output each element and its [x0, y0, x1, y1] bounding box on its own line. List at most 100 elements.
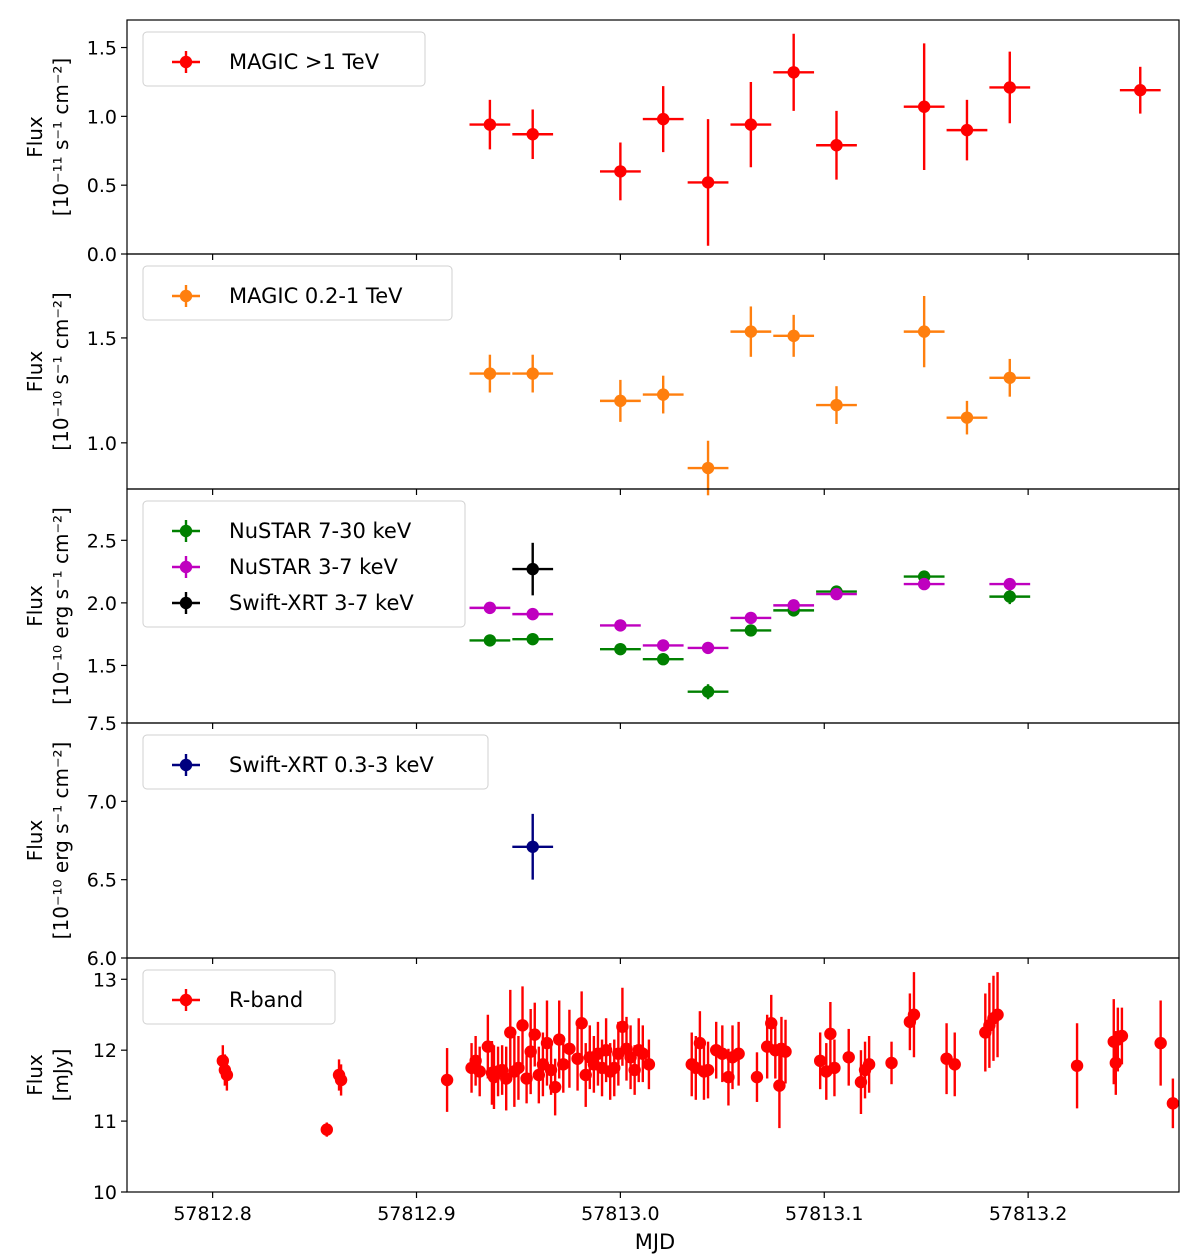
x-tick-label: 57812.8: [173, 1203, 252, 1225]
y-axis-label-line1: Flux: [23, 351, 47, 393]
data-point: [526, 128, 539, 141]
legend-entry: Swift-XRT 3-7 keV: [229, 591, 414, 615]
legend-entry: MAGIC >1 TeV: [229, 50, 380, 74]
data-point: [1115, 1029, 1129, 1043]
data-point: [614, 619, 627, 632]
y-axis-label-line2: [10⁻¹⁰ erg s⁻¹ cm⁻²]: [49, 507, 73, 705]
y-axis-label-line1: Flux: [23, 1054, 47, 1096]
y-tick-label: 6.5: [87, 870, 117, 892]
data-point: [483, 118, 497, 131]
data-point: [1109, 1056, 1122, 1070]
panel-frame: [126, 957, 1180, 1193]
data-point: [528, 1028, 541, 1041]
data-point: [473, 1065, 486, 1078]
data-point: [830, 398, 843, 412]
y-tick-label: 7.0: [87, 791, 117, 813]
y-axis-label-line2: [10⁻¹⁰ erg s⁻¹ cm⁻²]: [49, 742, 73, 940]
data-point: [732, 1047, 745, 1060]
data-point: [991, 1008, 1004, 1021]
data-point: [1003, 590, 1016, 603]
legend-xray-soft: Swift-XRT 0.3-3 keV: [142, 734, 489, 790]
legend-entry: NuSTAR 3-7 keV: [229, 555, 398, 579]
legend-box: [142, 734, 489, 790]
legend-xray-hard: NuSTAR 7-30 keV NuSTAR 3-7 keV Swift-XRT 3…: [142, 500, 466, 628]
legend-box: [142, 265, 453, 321]
y-tick-label: 10: [93, 1182, 117, 1204]
series-magic-low-0: [469, 295, 1031, 496]
y-tick-label: 1.5: [87, 38, 117, 60]
legend-box: [142, 969, 336, 1025]
data-point: [1154, 1036, 1167, 1050]
y-axis-label-line1: Flux: [23, 116, 47, 158]
data-point: [1003, 81, 1016, 94]
legend-magic-high: MAGIC >1 TeV: [142, 31, 426, 87]
data-point: [1003, 371, 1016, 384]
data-point: [1070, 1059, 1084, 1072]
legend-entry: MAGIC 0.2-1 TeV: [229, 284, 403, 308]
data-point: [220, 1068, 234, 1082]
data-point: [483, 634, 497, 647]
data-point: [557, 1058, 570, 1071]
panel-optical: 10 11 12 13 57812.8 57812.9 57813.0 57813.1 5781…: [23, 957, 1180, 1225]
y-tick-label: 2.0: [87, 593, 117, 615]
data-point: [824, 1027, 837, 1041]
y-tick-label: 12: [93, 1040, 117, 1062]
series-xray-hard-0: [469, 570, 1031, 700]
y-tick-label: 1.5: [87, 328, 117, 350]
data-point: [636, 1047, 650, 1060]
data-point: [750, 1070, 764, 1084]
y-axis-label-line2: [mJy]: [49, 1049, 73, 1102]
data-point: [440, 1073, 454, 1087]
panel-xray-soft: 6.0 6.5 7.0 7.5 Flux [10⁻¹⁰ erg s⁻¹ cm⁻²] Swif…: [23, 713, 1180, 970]
data-point: [548, 1080, 562, 1094]
data-point: [787, 66, 800, 79]
data-point: [917, 100, 931, 113]
data-point: [334, 1073, 348, 1087]
series-optical-0: [216, 972, 1180, 1137]
data-point: [656, 112, 670, 126]
data-point: [526, 367, 539, 380]
data-point: [744, 624, 758, 637]
data-point: [787, 329, 800, 343]
data-point: [575, 1017, 588, 1030]
data-point: [813, 1054, 827, 1068]
data-point: [614, 394, 627, 408]
legend-entry: R-band: [229, 988, 303, 1012]
data-point: [773, 1079, 786, 1092]
legend-marker-dot: [179, 55, 193, 69]
x-tick-label: 57813.0: [581, 1203, 660, 1225]
data-point: [504, 1026, 517, 1039]
x-axis-label: MJD: [635, 1230, 675, 1254]
y-tick-label: 1.0: [87, 106, 117, 128]
data-point: [744, 118, 758, 131]
legend-magic-low: MAGIC 0.2-1 TeV: [142, 265, 453, 321]
series-xray-hard-1: [469, 577, 1031, 655]
data-point: [701, 1063, 715, 1077]
data-point: [563, 1042, 576, 1055]
data-point: [483, 367, 497, 380]
legend-marker-dot: [179, 560, 193, 574]
data-point: [917, 577, 931, 591]
x-tick-label: 57812.9: [377, 1203, 456, 1225]
data-point: [701, 685, 715, 698]
legend-box: [142, 500, 466, 628]
data-point: [828, 1061, 841, 1075]
y-tick-label: 6.0: [87, 948, 117, 970]
data-point: [526, 562, 539, 576]
data-point: [1003, 577, 1016, 591]
data-point: [830, 587, 843, 601]
y-axis-label-line1: Flux: [23, 585, 47, 627]
y-tick-label: 13: [93, 969, 117, 991]
legend-marker-dot: [179, 596, 193, 610]
data-point: [614, 642, 627, 656]
legend-marker-dot: [179, 524, 193, 538]
y-tick-label: 1.5: [87, 655, 117, 677]
data-point: [744, 325, 758, 338]
y-tick-label: 0.5: [87, 175, 117, 197]
data-point: [885, 1056, 898, 1070]
legend-entry: Swift-XRT 0.3-3 keV: [229, 753, 434, 777]
y-tick-label: 2.5: [87, 530, 117, 552]
legend-box: [142, 31, 426, 87]
